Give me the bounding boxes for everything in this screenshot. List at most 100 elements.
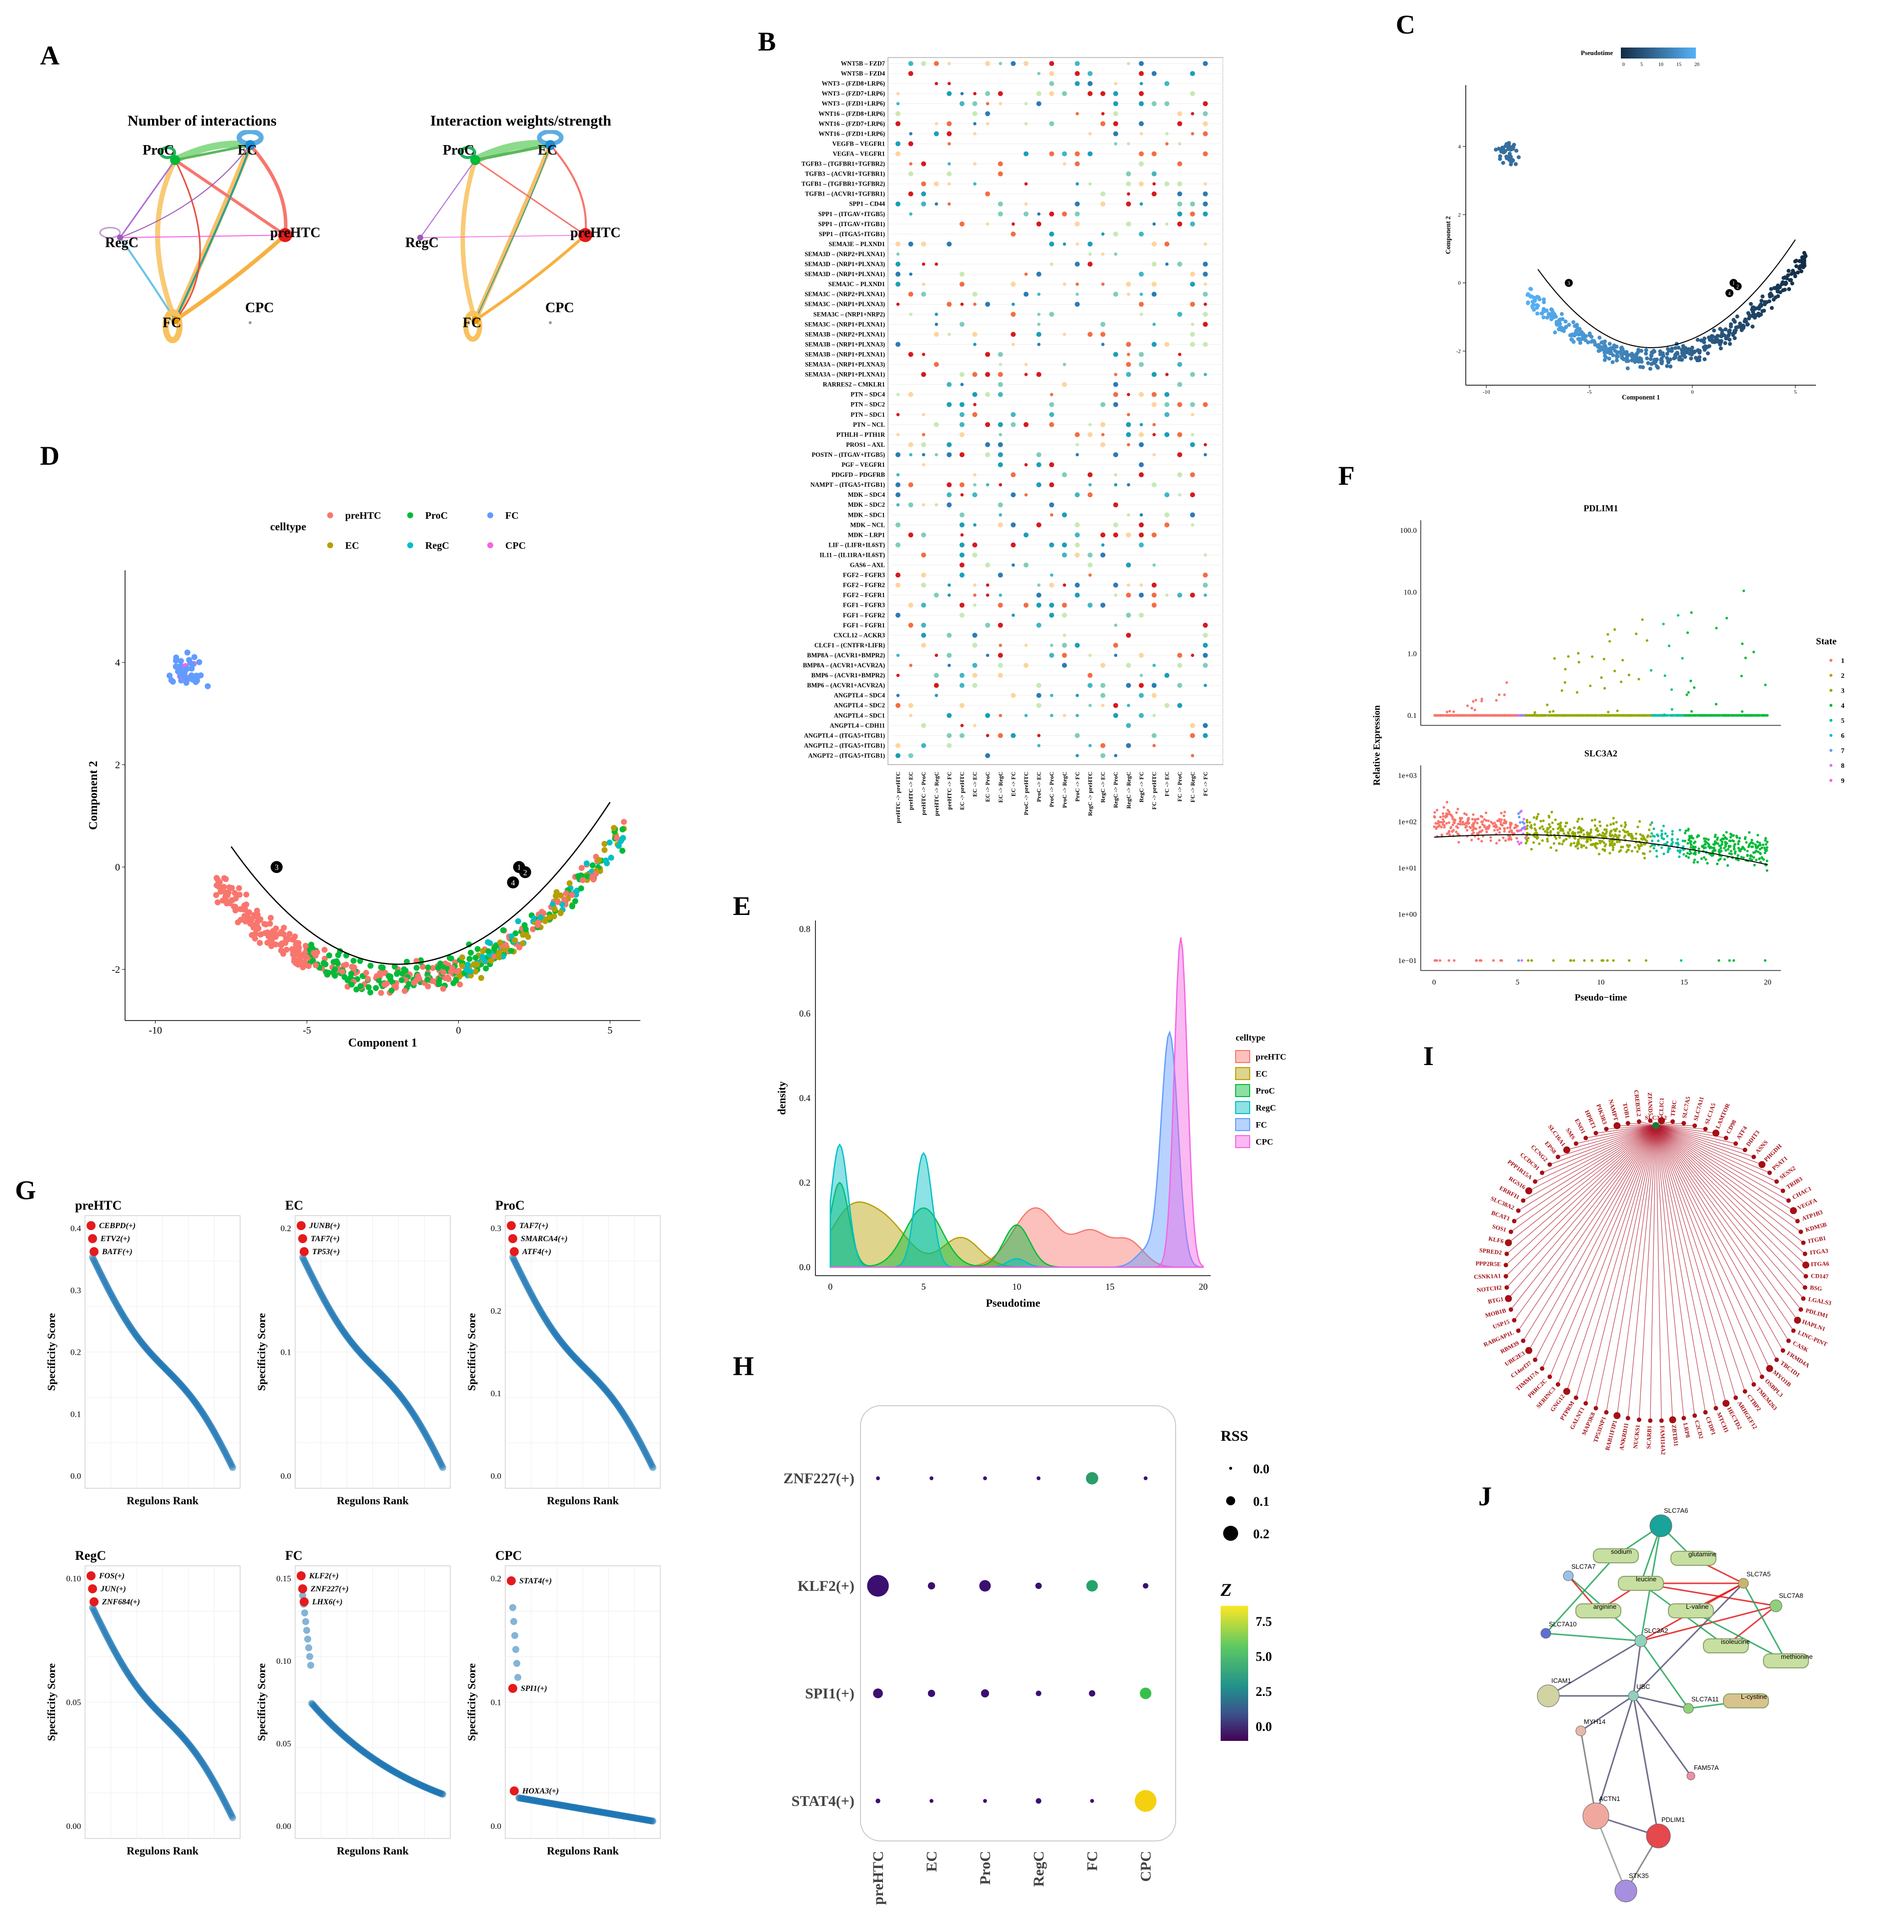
panel-f-cell-point xyxy=(1722,834,1725,837)
panel-b-dot xyxy=(1075,432,1080,437)
panel-b-dot xyxy=(895,753,900,758)
panel-c-cell-point xyxy=(1654,364,1659,369)
panel-b-dot xyxy=(1177,703,1183,708)
panel-d-cell-point xyxy=(301,952,307,959)
panel-c-cell-point xyxy=(1789,272,1794,276)
panel-b-dot xyxy=(895,272,900,277)
panel-b-dot xyxy=(1024,102,1028,106)
panel-f-x-tick-label: 10 xyxy=(1597,979,1605,987)
panel-b-dot xyxy=(896,413,900,417)
panel-b-dot xyxy=(921,372,926,377)
panel-b-dot xyxy=(1101,543,1105,547)
panel-d-cell-point xyxy=(493,942,499,949)
panel-f-cell-point xyxy=(1447,821,1451,824)
panel-f-legend-title: State xyxy=(1816,636,1836,647)
panel-c-cell-point xyxy=(1767,292,1772,297)
panel-b-row-label: MDK – SDC4 xyxy=(848,491,885,498)
panel-f-cell-point xyxy=(1494,823,1497,826)
panel-f-cell-point xyxy=(1532,841,1535,844)
panel-c-cell-point xyxy=(1706,345,1710,349)
panel-f-cell-point xyxy=(1627,673,1630,676)
panel-e-legend-swatch xyxy=(1235,1050,1250,1063)
panel-d-cell-point xyxy=(579,877,586,883)
panel-g-regulon-point xyxy=(307,1661,315,1669)
panel-b-dot xyxy=(1203,61,1208,66)
panel-b-dot xyxy=(1204,683,1207,687)
panel-b-dot xyxy=(921,181,926,187)
panel-b-dot xyxy=(908,292,913,297)
panel-b-dot xyxy=(985,191,991,197)
panel-letter-g: G xyxy=(15,1175,37,1205)
panel-b-dot xyxy=(998,171,1003,177)
panel-f-cell-point xyxy=(1577,831,1580,834)
panel-f-cell-point xyxy=(1741,714,1744,717)
panel-b-dot xyxy=(1036,272,1042,277)
panel-f-cell-point xyxy=(1521,827,1524,830)
panel-b-dot xyxy=(1164,492,1170,498)
panel-f-cell-point xyxy=(1533,827,1536,830)
panel-f-cell-point xyxy=(1522,817,1525,821)
panel-f-cell-point xyxy=(1473,818,1476,821)
panel-f-cell-point xyxy=(1689,846,1692,849)
panel-c-cell-point xyxy=(1510,146,1514,150)
panel-b-dot xyxy=(1165,373,1169,376)
panel-f-cell-point xyxy=(1607,714,1610,717)
panel-b-dot xyxy=(946,442,952,447)
panel-a-node-label: preHTC xyxy=(270,225,321,241)
panel-b-dot xyxy=(1024,463,1028,467)
panel-e-y-title: density xyxy=(775,1081,788,1115)
panel-f-cell-point xyxy=(1562,839,1566,842)
panel-b-dot xyxy=(1203,211,1208,217)
panel-b-dot xyxy=(1139,462,1144,467)
panel-f-cell-point xyxy=(1610,833,1614,837)
panel-c-cell-point xyxy=(1567,323,1571,327)
y-tick-label: 0 xyxy=(115,862,120,873)
panel-f-cell-point xyxy=(1750,838,1753,841)
panel-c-cell-point xyxy=(1718,342,1722,347)
panel-g-regulon-point xyxy=(304,1635,312,1643)
panel-b-dot xyxy=(1100,693,1106,698)
panel-b-dot xyxy=(998,602,1003,608)
panel-b-dot xyxy=(999,433,1003,437)
panel-b-dot xyxy=(1139,532,1144,538)
panel-b-dot xyxy=(1075,151,1080,157)
panel-f-cell-point xyxy=(1729,849,1732,852)
panel-f-cell-point xyxy=(1601,959,1605,962)
panel-b-dot xyxy=(1203,121,1208,127)
panel-d-cell-point xyxy=(310,957,316,964)
panel-f-cell-point xyxy=(1729,832,1732,835)
panel-b-row-label: MDK – LRP1 xyxy=(848,531,885,538)
panel-b-dot xyxy=(1139,101,1144,107)
panel-d-cell-point xyxy=(601,847,608,853)
panel-f-cell-point xyxy=(1472,813,1475,816)
panel-g-regulon-point xyxy=(513,1660,521,1667)
panel-f-cell-point xyxy=(1758,847,1761,850)
panel-f-cell-point xyxy=(1456,826,1459,829)
panel-f-cell-point xyxy=(1675,714,1679,717)
panel-f-cell-point xyxy=(1518,815,1521,818)
panel-f-cell-point xyxy=(1750,858,1753,861)
panel-e-y-tick-label: 0.8 xyxy=(799,924,811,934)
panel-a-node-label: CPC xyxy=(245,300,274,316)
panel-g-top-regulon-label: KLF2(+) xyxy=(309,1572,339,1580)
panel-f-cell-point xyxy=(1655,855,1658,858)
panel-f-cell-point xyxy=(1552,827,1555,830)
panel-b-dot xyxy=(986,483,990,487)
panel-b-dot xyxy=(960,372,965,377)
panel-b-col-label: FC -> preHTC xyxy=(1151,772,1158,810)
panel-f-cell-point xyxy=(1720,840,1724,843)
panel-f-cell-point xyxy=(1568,828,1571,831)
panel-b-dot xyxy=(1165,142,1169,146)
panel-g-regulon-point xyxy=(512,1646,520,1653)
panel-f-subplot-title: PDLIM1 xyxy=(1584,505,1618,513)
panel-f-cell-point xyxy=(1580,836,1583,839)
panel-f-cell-point xyxy=(1493,821,1496,824)
panel-b-row-label: FGF1 – FGFR1 xyxy=(843,622,885,629)
panel-e-container: 0 5 10 15 20 0.0 0.2 0.4 0.6 0.8 Pseudotime density… xyxy=(765,910,1331,1321)
panel-b-row-label: SEMA3A – (NRP1+PLXNA3) xyxy=(805,361,885,368)
panel-f-cell-point xyxy=(1732,845,1735,848)
panel-c-cell-point xyxy=(1535,311,1540,316)
panel-f-y-tick-label: 1e+03 xyxy=(1398,772,1417,780)
panel-b-dot xyxy=(1126,181,1131,187)
panel-f-cell-point xyxy=(1546,703,1549,706)
